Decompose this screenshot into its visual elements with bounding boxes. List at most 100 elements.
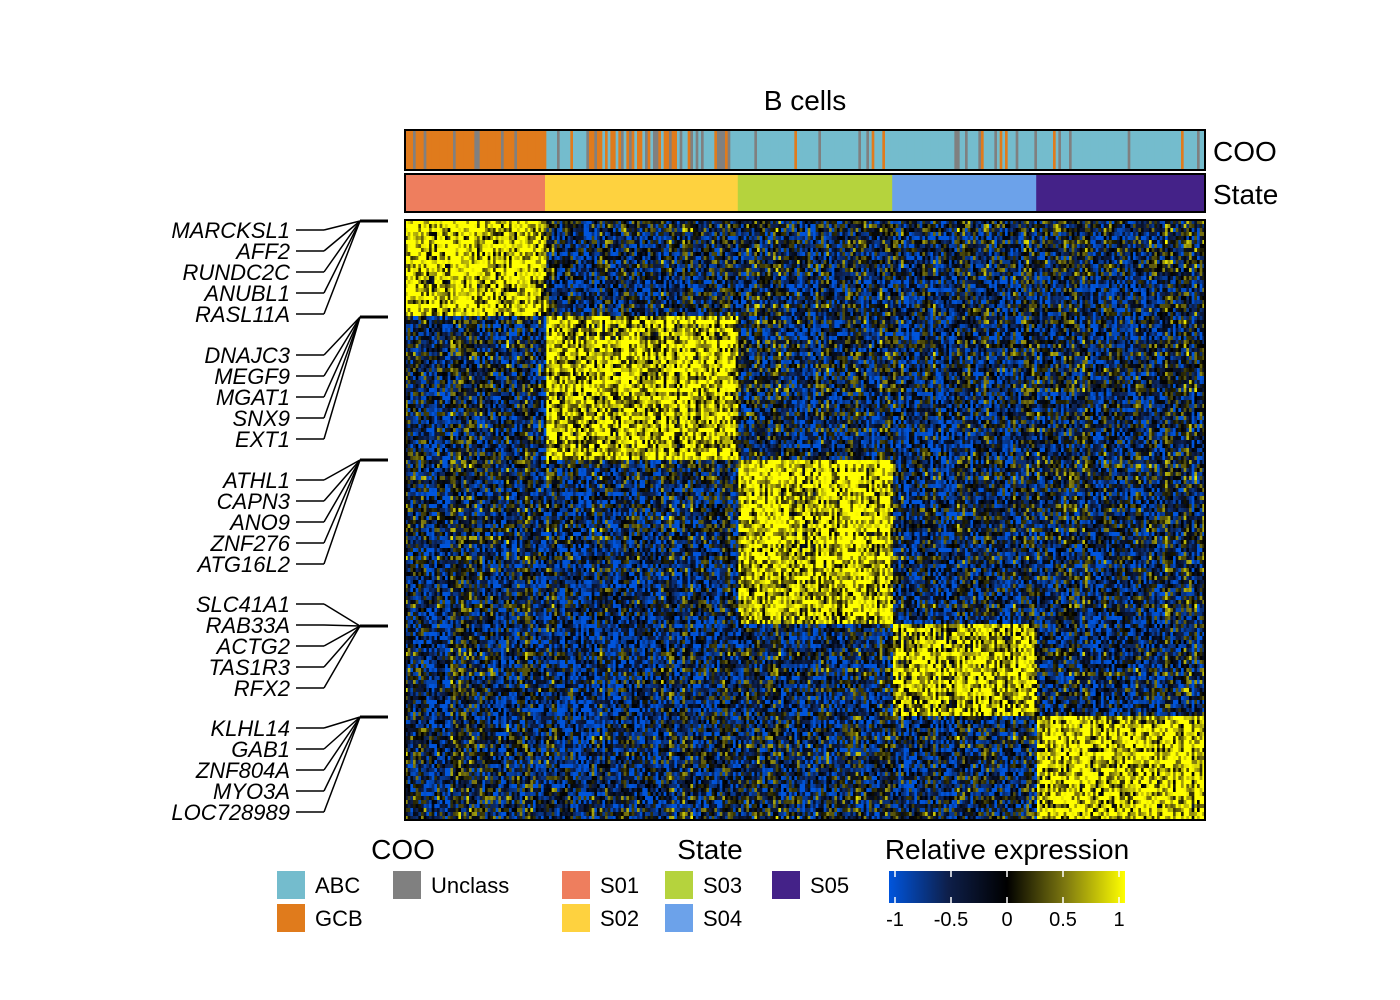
heatmap-cell	[1087, 252, 1091, 257]
heatmap-cell	[882, 228, 886, 233]
heatmap-cell	[855, 220, 859, 225]
heatmap-cell	[666, 244, 670, 249]
heatmap-cell	[650, 280, 654, 285]
heatmap-cell	[447, 248, 451, 253]
heatmap-cell	[906, 272, 910, 277]
heatmap-cell	[967, 224, 971, 229]
heatmap-cell	[1077, 252, 1081, 257]
heatmap-cell	[698, 252, 702, 257]
heatmap-cell	[778, 248, 782, 253]
heatmap-cell	[474, 252, 478, 257]
heatmap-cell	[759, 264, 763, 269]
heatmap-cell	[613, 280, 617, 285]
heatmap-cell	[597, 228, 601, 233]
heatmap-cell	[917, 248, 921, 253]
heatmap-cell	[557, 228, 561, 233]
heatmap-cell	[1106, 268, 1110, 273]
heatmap-cell	[759, 244, 763, 249]
heatmap-cell	[594, 276, 598, 281]
heatmap-cell	[807, 268, 811, 273]
heatmap-cell	[607, 276, 611, 281]
heatmap-cell	[1007, 224, 1011, 229]
heatmap-cell	[431, 264, 435, 269]
heatmap-cell	[410, 220, 414, 225]
coo-cell	[623, 130, 627, 170]
heatmap-cell	[1055, 256, 1059, 261]
coo-cell	[706, 130, 710, 170]
heatmap-cell	[461, 280, 465, 285]
heatmap-cell	[946, 228, 950, 233]
heatmap-cell	[701, 280, 705, 285]
coo-cell	[1095, 130, 1099, 170]
heatmap-cell	[738, 232, 742, 237]
heatmap-cell	[605, 224, 609, 229]
heatmap-cell	[1045, 256, 1049, 261]
heatmap-cell	[834, 228, 838, 233]
heatmap-cell	[530, 240, 534, 245]
heatmap-cell	[554, 260, 558, 265]
heatmap-cell	[597, 224, 601, 229]
heatmap-cell	[973, 268, 977, 273]
heatmap-cell	[1135, 220, 1139, 225]
heatmap-cell	[711, 256, 715, 261]
heatmap-cell	[482, 244, 486, 249]
heatmap-cell	[698, 272, 702, 277]
heatmap-cell	[650, 236, 654, 241]
heatmap-cell	[1109, 228, 1113, 233]
coo-cell	[1039, 130, 1043, 170]
heatmap-cell	[471, 272, 475, 277]
heatmap-cell	[442, 220, 446, 225]
heatmap-cell	[538, 236, 542, 241]
heatmap-cell	[957, 228, 961, 233]
heatmap-cell	[573, 264, 577, 269]
heatmap-cell	[434, 260, 438, 265]
heatmap-cell	[653, 256, 657, 261]
heatmap-cell	[1023, 276, 1027, 281]
heatmap-cell	[1125, 236, 1129, 241]
heatmap-cell	[666, 228, 670, 233]
heatmap-cell	[722, 228, 726, 233]
heatmap-cell	[559, 252, 563, 257]
heatmap-cell	[807, 240, 811, 245]
heatmap-cell	[1191, 220, 1195, 225]
heatmap-cell	[869, 224, 873, 229]
heatmap-cell	[663, 236, 667, 241]
heatmap-cell	[986, 256, 990, 261]
heatmap-cell	[1199, 232, 1203, 237]
heatmap-cell	[1175, 228, 1179, 233]
heatmap-cell	[677, 272, 681, 277]
heatmap-cell	[783, 244, 787, 249]
heatmap-cell	[575, 256, 579, 261]
heatmap-cell	[1178, 276, 1182, 281]
heatmap-cell	[1170, 272, 1174, 277]
heatmap-cell	[709, 236, 713, 241]
heatmap-cell	[775, 228, 779, 233]
heatmap-cell	[487, 228, 491, 233]
heatmap-cell	[962, 220, 966, 225]
heatmap-cell	[642, 224, 646, 229]
heatmap-cell	[1061, 276, 1065, 281]
heatmap-cell	[834, 232, 838, 237]
heatmap-cell	[503, 260, 507, 265]
heatmap-cell	[802, 276, 806, 281]
heatmap-cell	[1031, 276, 1035, 281]
heatmap-cell	[1146, 228, 1150, 233]
heatmap-cell	[1194, 248, 1198, 253]
heatmap-cell	[477, 248, 481, 253]
heatmap-cell	[866, 268, 870, 273]
heatmap-cell	[967, 256, 971, 261]
heatmap-cell	[581, 220, 585, 225]
heatmap-cell	[618, 232, 622, 237]
heatmap-cell	[645, 276, 649, 281]
heatmap-cell	[495, 220, 499, 225]
heatmap-cell	[706, 232, 710, 237]
heatmap-cell	[1071, 220, 1075, 225]
heatmap-cell	[610, 224, 614, 229]
heatmap-cell	[423, 244, 427, 249]
heatmap-cell	[1111, 244, 1115, 249]
heatmap-cell	[890, 272, 894, 277]
heatmap-cell	[1130, 256, 1134, 261]
heatmap-cell	[821, 248, 825, 253]
heatmap-cell	[1130, 232, 1134, 237]
heatmap-cell	[1178, 264, 1182, 269]
